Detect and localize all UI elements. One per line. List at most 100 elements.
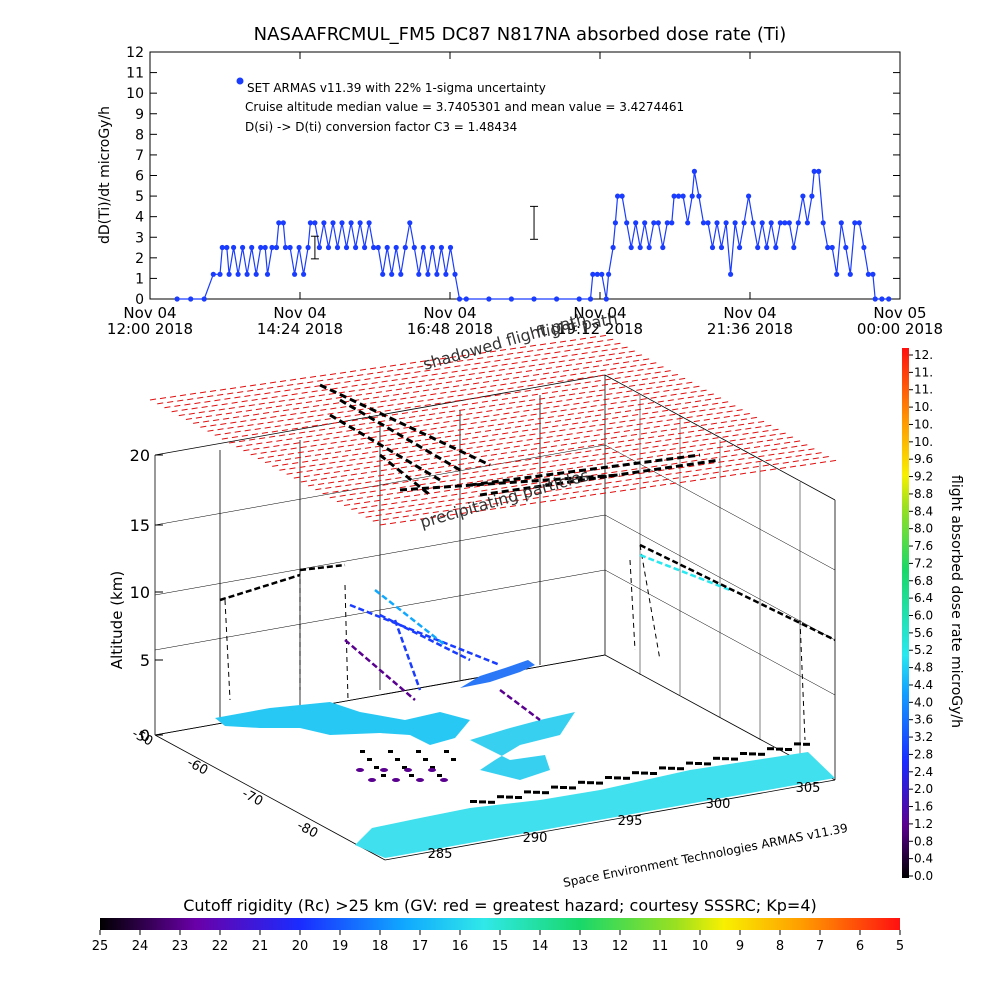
x-tick-label-date: Nov 05 [873,304,926,322]
data-point [633,220,639,226]
data-point [287,244,293,251]
data-point [782,220,788,226]
dose-colorbar-tick-label: 4.8 [914,661,933,675]
cutoff-colorbar-label: Cutoff rigidity (Rc) >25 km (GV: red = g… [183,896,817,915]
data-point [764,244,770,251]
data-point [325,244,332,251]
data-point [870,271,876,277]
data-point [728,271,734,277]
ground-island [460,660,535,688]
data-point [856,220,862,226]
data-point [380,271,386,277]
longitude-tick-label: 285 [428,847,453,862]
data-point [746,193,752,199]
y-tick-label: 8 [135,127,144,143]
data-point [759,220,765,226]
dose-colorbar-tick-label: 8.8 [914,487,933,501]
cutoff-colorbar-tick-label: 11 [652,939,669,954]
data-point [795,220,801,226]
data-point [429,244,435,251]
dose-colorbar-tick-label: 1.2 [914,817,933,831]
x-tick-label-time: 12:00 2018 [107,320,193,338]
cutoff-colorbar-tick-label: 16 [452,939,469,954]
chart-title: NASAAFRCMUL_FM5 DC87 N817NA absorbed dos… [254,24,787,45]
dose-colorbar-tick-label: 2.4 [914,765,933,779]
data-point [334,244,341,251]
latitude-tick-label: -60 [184,755,210,778]
cutoff-colorbar-tick-label: 14 [532,939,549,954]
cutoff-colorbar-tick-label: 9 [736,939,744,954]
data-point [755,244,761,251]
dose-colorbar-tick-label: 6.0 [914,609,933,623]
data-point [416,271,422,277]
data-point [282,244,289,251]
data-point [651,220,657,226]
data-point [685,220,691,226]
ground-cyan-strip [355,752,835,858]
dose-colorbar-tick-label: 0.4 [914,852,933,866]
credit-label: Space Environment Technologies ARMAS v11… [562,821,849,890]
dose-colorbar-tick-label: 11. [914,365,933,379]
dose-colorbar-tick-label: 2.8 [914,747,933,761]
data-point [434,271,440,277]
data-point [825,244,831,251]
cutoff-colorbar-tick-label: 22 [212,939,229,954]
dose-colorbar-tick-label: 10. [914,435,933,449]
data-point [231,244,237,251]
x-tick-label-date: Nov 04 [573,304,626,322]
cutoff-colorbar-tick-label: 24 [132,939,149,954]
x-tick-label-time: 16:48 2018 [407,320,493,338]
data-point [447,244,454,251]
dose-rate-colorbar: 12. 11. 11. 10. 10. 10. 9.6 9.2 8.8 8.4 8.0 7.6 7.2 6… [902,348,964,883]
data-point [664,220,670,226]
annotation-median-mean: Cruise altitude median value = 3.7405301… [245,100,684,114]
data-point [398,271,404,277]
altitude-tick-label: 20 [130,446,150,465]
data-point [786,220,792,226]
data-point [226,271,232,277]
cutoff-colorbar-tick-label: 18 [372,939,389,954]
data-point [362,244,368,251]
data-point [393,244,399,251]
data-point [642,220,648,226]
data-point [235,271,241,277]
dose-colorbar-tick-label: 3.2 [914,730,933,744]
dose-colorbar-tick-label: 3.6 [914,713,933,727]
data-point [339,220,345,226]
data-point [811,168,817,174]
longitude-tick-label: 305 [796,781,821,796]
data-point [603,296,609,302]
x-tick-label-date: Nov 04 [723,304,776,322]
cutoff-colorbar-tick-label: 15 [492,939,509,954]
data-point [210,271,216,277]
data-point [791,244,797,251]
trajectory-3d-scene: 0 5 10 15 20 -50 -60 -70 -80 285 290 295 300 305 Al… [108,309,849,890]
y-tick-label: 9 [135,107,144,123]
data-point [321,220,327,226]
data-point [834,271,840,277]
data-point [452,271,458,277]
data-point [655,220,661,226]
data-point [357,220,363,226]
data-point [348,220,354,226]
data-point [689,193,695,199]
data-point [610,244,616,251]
data-point [240,244,246,251]
data-point [619,193,625,199]
data-point [732,220,738,226]
data-point [486,296,492,302]
x-tick-label-time: 14:24 2018 [257,320,343,338]
cutoff-colorbar-tick-label: 25 [92,939,109,954]
data-point [646,244,652,251]
longitude-tick-label: 290 [523,831,548,846]
data-point [443,271,449,277]
data-point [264,271,271,277]
altitude-axis-label: Altitude (km) [108,571,126,669]
y-tick-label: 10 [126,86,144,102]
data-point [384,244,390,251]
cutoff-colorbar-tick-label: 5 [896,939,904,954]
data-point [273,244,280,251]
data-point [576,296,582,302]
data-point [847,271,853,277]
